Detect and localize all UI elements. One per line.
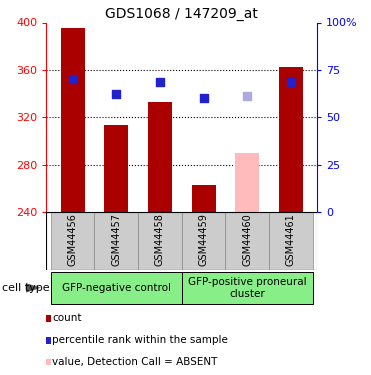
Text: GFP-negative control: GFP-negative control (62, 283, 171, 293)
Text: GSM44459: GSM44459 (198, 213, 209, 266)
Text: count: count (52, 314, 82, 323)
Text: GSM44460: GSM44460 (242, 213, 252, 266)
Bar (235, 153, 259, 212)
Polygon shape (26, 283, 41, 292)
Bar (104, 126, 128, 212)
Bar (95, 212, 138, 270)
Bar (226, 212, 269, 270)
Point (70, 76, 76, 82)
Bar (191, 184, 216, 212)
Text: GFP-positive proneural
cluster: GFP-positive proneural cluster (188, 277, 306, 298)
Bar (138, 212, 182, 270)
Text: value, Detection Call = ABSENT: value, Detection Call = ABSENT (52, 357, 217, 367)
Text: GSM44456: GSM44456 (68, 213, 78, 266)
Bar (51, 272, 182, 304)
Bar (51, 212, 95, 270)
Point (201, 95, 207, 101)
Point (113, 90, 119, 96)
Text: GSM44458: GSM44458 (155, 213, 165, 266)
Bar (182, 212, 226, 270)
Point (244, 93, 250, 99)
Bar (60, 28, 85, 212)
Bar (148, 102, 172, 212)
Bar (269, 212, 313, 270)
Text: cell type: cell type (2, 283, 49, 293)
Point (288, 79, 294, 85)
Text: GSM44461: GSM44461 (286, 213, 296, 266)
Title: GDS1068 / 147209_at: GDS1068 / 147209_at (105, 8, 258, 21)
Point (157, 79, 163, 85)
Text: GSM44457: GSM44457 (111, 213, 121, 266)
Bar (279, 68, 303, 212)
Text: percentile rank within the sample: percentile rank within the sample (52, 335, 228, 345)
Bar (182, 272, 313, 304)
